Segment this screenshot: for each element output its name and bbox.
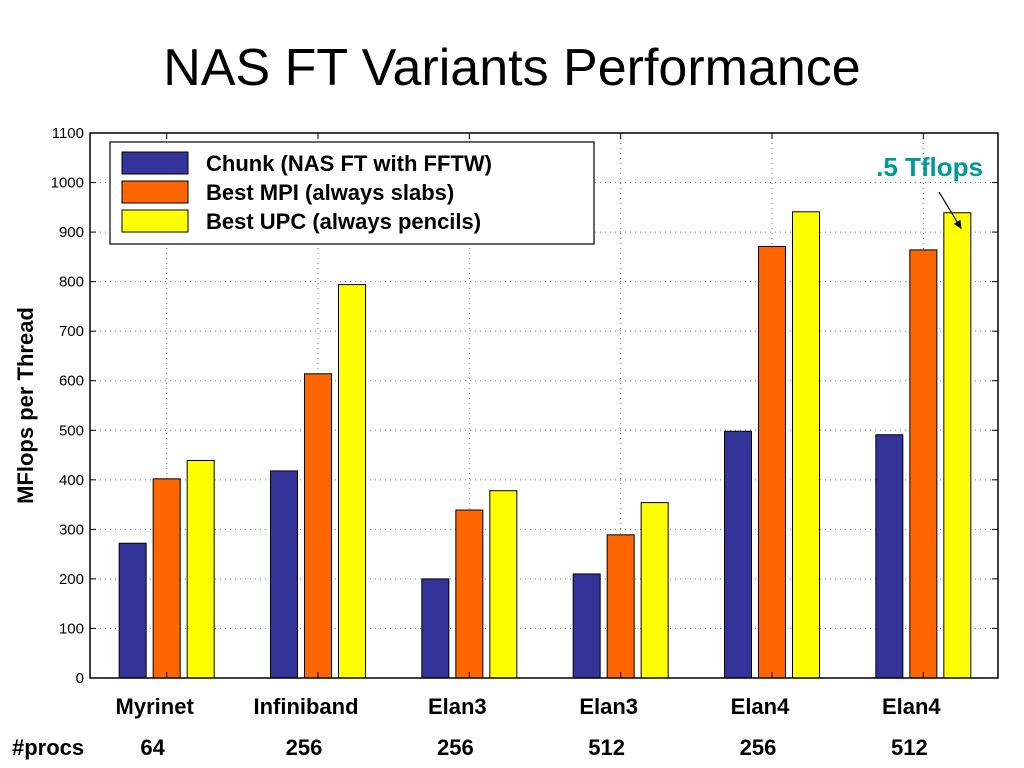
bar: [572, 573, 601, 679]
bar: [943, 212, 972, 679]
y-axis-label: MFlops per Thread: [13, 307, 38, 504]
y-tick-label: 100: [59, 620, 84, 637]
y-axis-ticks: 0 100 200 300 400 500 600 700 800 900 1000 1100: [51, 125, 998, 687]
y-tick-label: 600: [59, 373, 84, 390]
bar: [792, 211, 820, 679]
y-tick-label: 200: [59, 571, 84, 588]
procs-value: 256: [286, 735, 323, 760]
plot-frame: [89, 132, 999, 679]
x-category-label: Myrinet: [116, 694, 195, 719]
bar: [455, 509, 484, 679]
y-tick-label: 300: [59, 521, 84, 538]
procs-value: 64: [140, 735, 165, 760]
bar: [118, 542, 147, 679]
legend-swatch: [121, 151, 189, 175]
x-category-label: Elan3: [428, 694, 487, 719]
y-tick-label: 800: [59, 274, 84, 291]
procs-value: 256: [740, 735, 777, 760]
procs-value: 512: [891, 735, 928, 760]
x-category-label: Elan3: [579, 694, 638, 719]
bar: [758, 245, 786, 679]
bar: [186, 459, 215, 679]
annotation-arrowhead: [953, 219, 962, 229]
bar: [270, 470, 298, 679]
legend-box: [109, 141, 595, 245]
category-labels: Myrinet Infiniband Elan3 Elan3 Elan4 Elan4 64 2…: [116, 694, 942, 760]
annotations: .5 Tflops: [876, 152, 983, 230]
y-tick-label: 1100: [52, 125, 84, 142]
slide-title: NAS FT Variants Performance: [163, 39, 861, 97]
bar: [421, 578, 450, 679]
legend: Chunk (NAS FT with FFTW) Best MPI (always…: [109, 141, 595, 245]
bar: [875, 434, 904, 679]
bar: [338, 284, 366, 679]
legend-entry: Best UPC (always pencils): [206, 209, 481, 234]
annotation-label: .5 Tflops: [876, 152, 983, 182]
bars: [118, 211, 972, 679]
procs-row-label: #procs: [12, 735, 84, 760]
y-tick-label: 700: [59, 323, 84, 340]
y-tick-label: 400: [59, 472, 84, 489]
y-tick-label: 1000: [51, 175, 84, 192]
bar: [640, 502, 669, 679]
y-tick-label: 0: [76, 670, 84, 687]
bar: [489, 490, 518, 679]
legend-swatch: [121, 180, 189, 204]
bar: [909, 249, 938, 679]
bar: [606, 534, 635, 679]
legend-entry: Best MPI (always slabs): [206, 180, 454, 205]
procs-value: 256: [437, 735, 474, 760]
legend-swatch: [121, 209, 189, 233]
legend-entry: Chunk (NAS FT with FFTW): [206, 151, 492, 176]
x-category-label: Elan4: [731, 694, 790, 719]
y-tick-label: 500: [59, 422, 84, 439]
x-category-label: Elan4: [882, 694, 941, 719]
bar: [724, 430, 752, 679]
x-category-label: Infiniband: [253, 694, 358, 719]
y-tick-label: 900: [59, 224, 84, 241]
procs-value: 512: [588, 735, 625, 760]
bar: [152, 478, 181, 679]
bar: [304, 373, 332, 679]
